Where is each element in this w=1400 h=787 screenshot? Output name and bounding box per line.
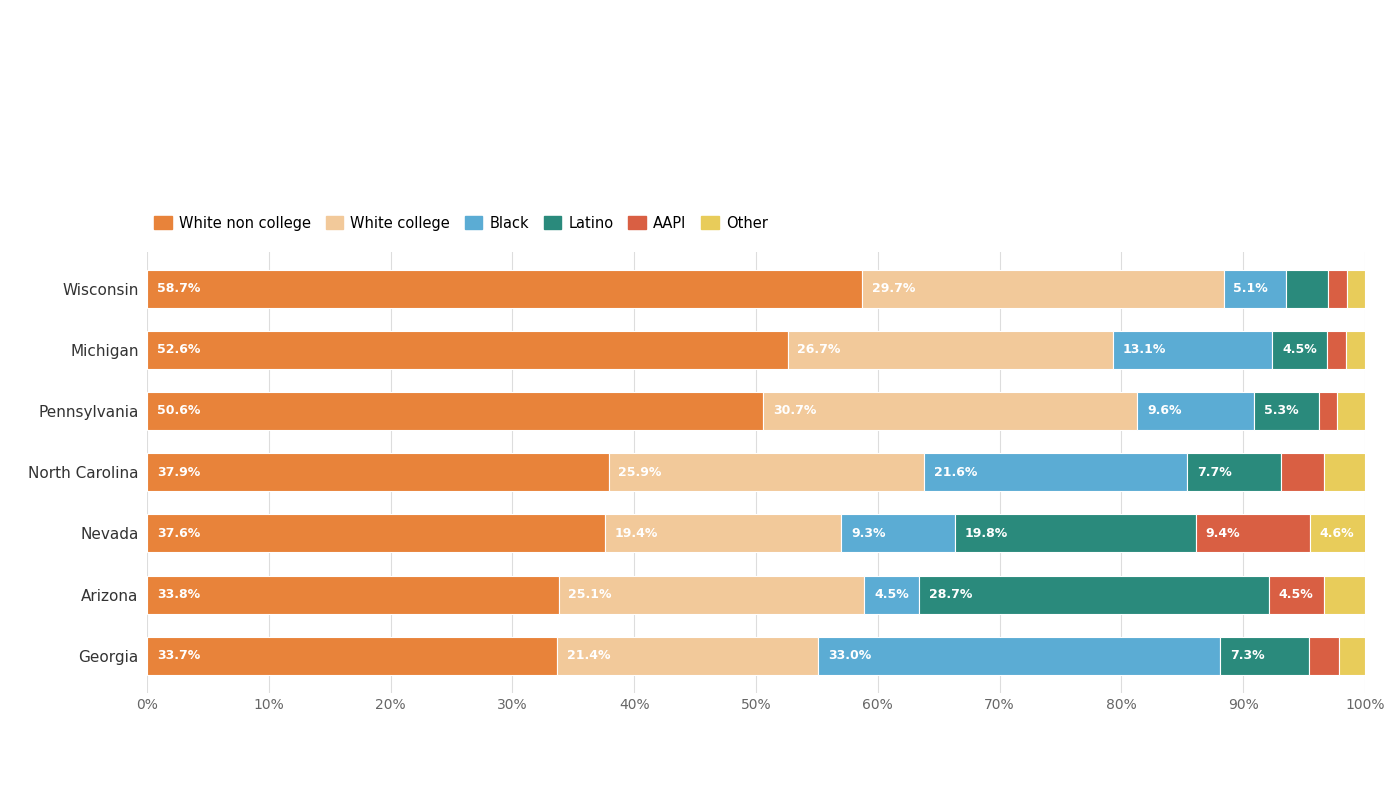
Bar — [147, 270, 862, 308]
Text: 4.6%: 4.6% — [1320, 527, 1355, 540]
Bar — [147, 637, 557, 674]
Legend: White non college, White college, Black, Latino, AAPI, Other: White non college, White college, Black,… — [154, 216, 767, 231]
Bar — [147, 575, 559, 614]
Text: 9.4%: 9.4% — [1205, 527, 1240, 540]
Text: 7.3%: 7.3% — [1229, 649, 1264, 663]
Text: 19.4%: 19.4% — [615, 527, 658, 540]
Bar — [1327, 331, 1345, 369]
Text: 37.6%: 37.6% — [157, 527, 200, 540]
Bar — [1345, 331, 1365, 369]
Text: 28.7%: 28.7% — [930, 588, 973, 601]
Bar — [147, 515, 605, 552]
Bar — [147, 392, 763, 430]
Bar — [1137, 392, 1254, 430]
Text: 30.7%: 30.7% — [773, 405, 816, 417]
Text: 33.0%: 33.0% — [827, 649, 871, 663]
Bar — [1309, 637, 1340, 674]
Text: 13.1%: 13.1% — [1123, 343, 1166, 357]
Bar — [1268, 575, 1323, 614]
Bar — [147, 331, 788, 369]
Bar — [1323, 453, 1365, 491]
Text: 21.4%: 21.4% — [567, 649, 610, 663]
Text: 58.7%: 58.7% — [157, 282, 200, 295]
Bar — [1196, 515, 1310, 552]
Bar — [924, 453, 1187, 491]
Bar — [864, 575, 920, 614]
Text: 26.7%: 26.7% — [798, 343, 841, 357]
Text: 33.7%: 33.7% — [157, 649, 200, 663]
Bar — [557, 637, 818, 674]
Bar — [1347, 270, 1365, 308]
Bar — [1273, 331, 1327, 369]
Bar — [559, 575, 864, 614]
Bar — [818, 637, 1219, 674]
Text: 7.7%: 7.7% — [1197, 466, 1232, 478]
Bar — [1187, 453, 1281, 491]
Bar — [788, 331, 1113, 369]
Bar — [1319, 392, 1337, 430]
Bar — [1285, 270, 1329, 308]
Text: 33.8%: 33.8% — [157, 588, 200, 601]
Bar — [1310, 515, 1366, 552]
Text: 37.9%: 37.9% — [157, 466, 200, 478]
Bar — [1281, 453, 1323, 491]
Bar — [1219, 637, 1309, 674]
Text: 25.9%: 25.9% — [619, 466, 662, 478]
Text: 19.8%: 19.8% — [965, 527, 1008, 540]
Bar — [841, 515, 955, 552]
Text: 9.3%: 9.3% — [851, 527, 886, 540]
Bar — [147, 453, 609, 491]
Text: 9.6%: 9.6% — [1147, 405, 1182, 417]
Text: 5.1%: 5.1% — [1233, 282, 1268, 295]
Bar — [1323, 575, 1365, 614]
Text: 50.6%: 50.6% — [157, 405, 200, 417]
Bar — [1224, 270, 1285, 308]
Text: 52.6%: 52.6% — [157, 343, 200, 357]
Bar — [1337, 392, 1365, 430]
Bar — [605, 515, 841, 552]
Text: 29.7%: 29.7% — [872, 282, 916, 295]
Bar — [763, 392, 1137, 430]
Bar — [1329, 270, 1347, 308]
Bar — [920, 575, 1268, 614]
Bar — [862, 270, 1224, 308]
Text: 4.5%: 4.5% — [1278, 588, 1313, 601]
Bar — [955, 515, 1196, 552]
Bar — [1340, 637, 1365, 674]
Text: 5.3%: 5.3% — [1264, 405, 1299, 417]
Bar — [1113, 331, 1273, 369]
Bar — [1254, 392, 1319, 430]
Text: 25.1%: 25.1% — [568, 588, 612, 601]
Text: 4.5%: 4.5% — [1282, 343, 1317, 357]
Text: 21.6%: 21.6% — [934, 466, 977, 478]
Bar — [609, 453, 924, 491]
Text: 4.5%: 4.5% — [874, 588, 909, 601]
